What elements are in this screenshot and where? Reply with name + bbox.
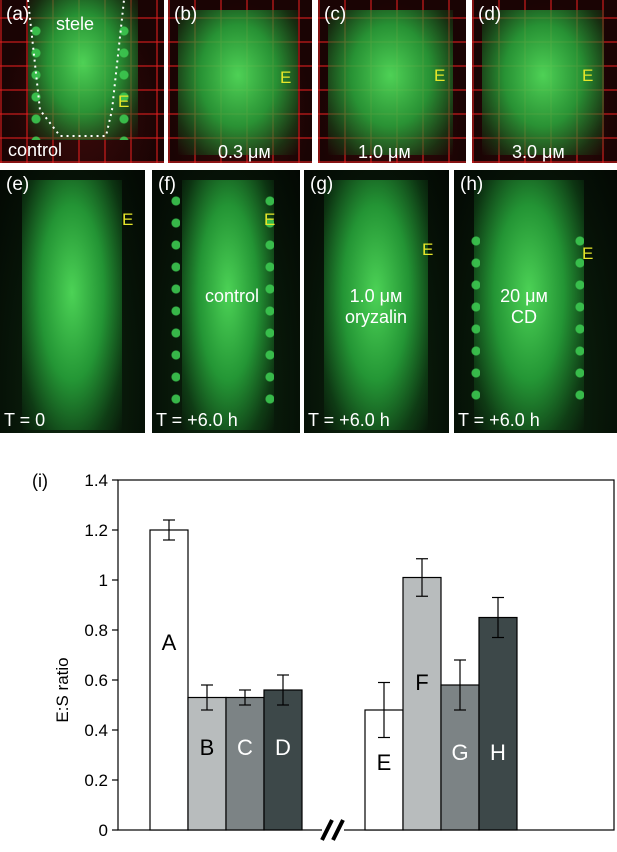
panel-caption-b: 0.3 μм [218,142,271,162]
endodermis-marker: E [122,210,134,229]
y-tick-label: 0 [99,821,108,840]
panel-label-a: (a) [6,4,30,25]
micrograph-panel-c: (c) E 1.0 μм [318,0,466,163]
bars-group: A B C D E F G H [149,519,518,831]
bar-H [478,616,518,831]
bar-label-A: A [162,630,177,655]
endodermis-marker: E [280,68,292,87]
micrograph-panel-f: (f) E control T = +6.0 h [152,170,300,433]
panel-caption-d: 3.0 μм [512,142,565,162]
bar-label-C: C [237,735,253,760]
axis-break-mark [331,819,345,841]
bar-label-B: B [200,735,215,760]
y-tick-label: 1.2 [84,521,108,540]
panel-caption-a: control [8,140,63,160]
panel-caption-c: 1.0 μм [358,142,411,162]
panel-treatment-h: 20 μм CD [500,286,548,327]
micrograph-panel-a: (a) stele E control [0,0,164,163]
bar-B [187,696,227,831]
y-axis-label: E:S ratio [53,657,72,722]
bar-label-H: H [490,740,506,765]
y-tick-label: 1.4 [84,471,108,490]
micrograph-panel-d: (d) E 3.0 μм [472,0,617,163]
panel-label-d: (d) [478,4,502,25]
panel-label-e: (e) [6,174,30,195]
bar-D [263,689,303,831]
endodermis-marker: E [582,244,594,263]
endodermis-marker: E [422,240,434,259]
bar-label-F: F [415,670,428,695]
y-tick-label: 0.8 [84,621,108,640]
panel-time-f: T = +6.0 h [156,410,238,430]
bar-label-D: D [275,735,291,760]
bar-chart: (i) E:S ratio 0 0.2 0.4 0.6 0.8 1 1.2 1.4 A B C D E… [32,471,615,841]
axis-break-mark [320,819,334,841]
endodermis-marker: E [264,210,276,229]
panel-time-e: T = 0 [4,410,46,430]
panel-label-h: (h) [460,174,484,195]
bar-label-E: E [377,750,392,775]
y-tick-label: 0.4 [84,721,108,740]
endodermis-marker: E [434,66,446,85]
panel-time-g: T = +6.0 h [308,410,390,430]
bar-F [402,576,442,831]
panel-treatment-f: control [204,286,260,306]
panel-label-i: (i) [32,471,48,491]
endodermis-marker: E [118,92,130,111]
panel-label-c: (c) [324,4,347,25]
micrograph-panel-b: (b) E 0.3 μм [168,0,312,163]
bar-C [225,696,265,831]
bar-label-G: G [451,740,468,765]
micrograph-panel-e: (e) E T = 0 [0,170,145,433]
endodermis-marker: E [582,66,594,85]
stele-label: stele [56,14,95,34]
micrograph-panel-h: (h) E 20 μм CD T = +6.0 h [454,170,617,433]
panel-label-g: (g) [310,174,334,195]
panel-label-f: (f) [158,174,176,195]
micrograph-panel-g: (g) E 1.0 μм oryzalin T = +6.0 h [304,170,449,433]
y-tick-label: 0.2 [84,771,108,790]
bar-A [149,529,189,831]
y-tick-label: 1 [99,571,108,590]
stele-outline [27,0,125,137]
panel-time-h: T = +6.0 h [458,410,540,430]
y-axis: 0 0.2 0.4 0.6 0.8 1 1.2 1.4 [84,471,615,841]
panel-treatment-g: 1.0 μм oryzalin [344,286,408,327]
y-tick-label: 0.6 [84,671,108,690]
panel-label-b: (b) [174,4,198,25]
